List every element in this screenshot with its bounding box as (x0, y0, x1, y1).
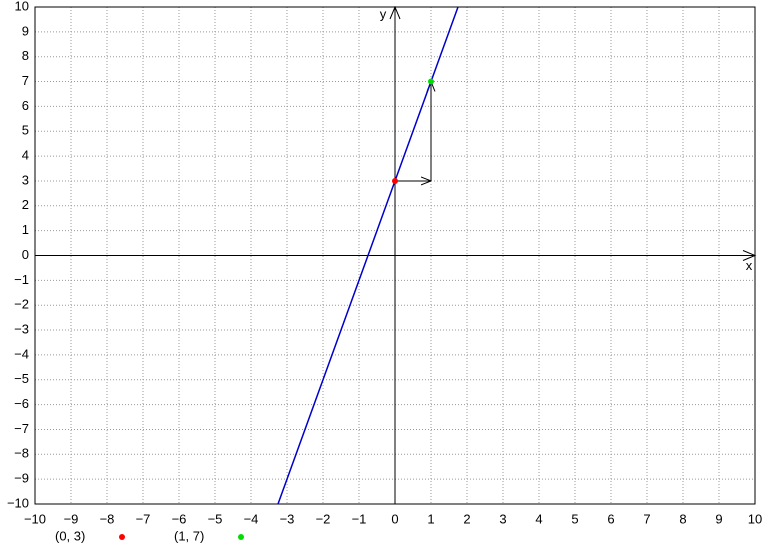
x-tick-label: −10 (24, 511, 46, 526)
y-tick-label: −8 (14, 446, 29, 461)
x-axis-label: x (746, 258, 753, 273)
x-tick-label: 3 (499, 511, 506, 526)
plot-area (277, 7, 459, 504)
x-tick-label: 2 (463, 511, 470, 526)
x-tick-label: 9 (715, 511, 722, 526)
x-tick-label: −1 (352, 511, 367, 526)
x-tick-label: 6 (607, 511, 614, 526)
y-axis-label: y (380, 6, 387, 21)
y-tick-label: −9 (14, 471, 29, 486)
point (428, 78, 434, 85)
x-tick-label: −7 (136, 511, 151, 526)
x-tick-label: 4 (535, 511, 542, 526)
legend-label: (0, 3) (55, 528, 85, 543)
x-tick-label: 0 (391, 511, 398, 526)
x-tick-label: −6 (172, 511, 187, 526)
legend-marker (238, 534, 244, 540)
y-tick-label: 1 (22, 222, 29, 237)
y-axis-arrow (389, 5, 401, 20)
y-tick-label: 5 (22, 123, 29, 138)
x-tick-label: −8 (100, 511, 115, 526)
y-tick-label: −1 (14, 272, 29, 287)
x-tick-label: −5 (208, 511, 223, 526)
y-tick-label: −4 (14, 346, 29, 361)
point (392, 177, 398, 184)
x-tick-label: −4 (244, 511, 259, 526)
y-tick-label: −3 (14, 321, 29, 336)
y-tick-label: 6 (22, 98, 29, 113)
y-tick-label: −10 (7, 495, 29, 510)
y-tick-label: −6 (14, 396, 29, 411)
y-tick-label: 4 (22, 148, 29, 163)
y-tick-label: 10 (15, 0, 29, 13)
x-axis-arrow (742, 250, 757, 261)
x-tick-label: −3 (280, 511, 295, 526)
y-tick-label: −7 (14, 421, 29, 436)
y-tick-label: 2 (22, 197, 29, 212)
legend-marker (119, 534, 125, 540)
y-tick-label: 7 (22, 73, 29, 88)
y-tick-label: 9 (22, 23, 29, 38)
line (277, 7, 459, 504)
x-tick-label: −9 (64, 511, 79, 526)
y-tick-label: 8 (22, 48, 29, 63)
y-tick-label: 0 (22, 247, 29, 262)
y-tick-label: −2 (14, 297, 29, 312)
y-tick-label: 3 (22, 172, 29, 187)
x-tick-label: 10 (748, 511, 762, 526)
x-tick-label: 5 (571, 511, 578, 526)
x-tick-label: 8 (679, 511, 686, 526)
y-tick-label: −5 (14, 371, 29, 386)
x-tick-label: 1 (427, 511, 434, 526)
x-tick-label: −2 (316, 511, 331, 526)
legend-label: (1, 7) (174, 528, 204, 543)
x-tick-label: 7 (643, 511, 650, 526)
